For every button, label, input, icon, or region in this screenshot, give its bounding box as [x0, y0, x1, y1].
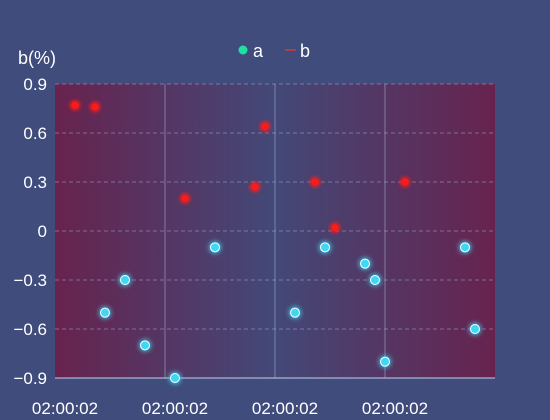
point-a[interactable]	[468, 322, 482, 336]
point-a[interactable]	[98, 306, 112, 320]
point-b[interactable]	[69, 99, 81, 111]
point-b[interactable]	[179, 192, 191, 204]
x-tick-label: 02:00:02	[142, 399, 208, 418]
point-a[interactable]	[378, 355, 392, 369]
y-tick-label: −0.9	[13, 369, 47, 388]
legend-marker-a	[238, 45, 248, 55]
y-tick-label: 0.9	[23, 75, 47, 94]
legend-label-a[interactable]: a	[253, 41, 264, 61]
y-tick-label: −0.6	[13, 320, 47, 339]
grid-lines	[55, 83, 495, 378]
point-b[interactable]	[399, 176, 411, 188]
y-tick-label: 0	[38, 222, 47, 241]
point-a[interactable]	[138, 338, 152, 352]
legend[interactable]: a b	[238, 41, 311, 61]
point-b[interactable]	[249, 181, 261, 193]
y-axis-label: b(%)	[18, 48, 56, 68]
point-a[interactable]	[368, 273, 382, 287]
point-a[interactable]	[318, 240, 332, 254]
y-tick-label: −0.3	[13, 271, 47, 290]
point-b[interactable]	[259, 120, 271, 132]
point-a[interactable]	[168, 371, 182, 385]
x-axis: 02:00:02 02:00:02 02:00:02 02:00:02	[32, 377, 495, 418]
y-tick-label: 0.3	[23, 173, 47, 192]
legend-label-b[interactable]: b	[300, 41, 310, 61]
x-tick-label: 02:00:02	[252, 399, 318, 418]
point-b[interactable]	[329, 222, 341, 234]
y-tick-label: 0.6	[23, 124, 47, 143]
point-a[interactable]	[118, 273, 132, 287]
data-points	[69, 99, 482, 385]
point-b[interactable]	[89, 101, 101, 113]
y-axis: 0.9 0.6 0.3 0 −0.3 −0.6 −0.9	[13, 75, 47, 388]
point-a[interactable]	[458, 240, 472, 254]
point-b[interactable]	[309, 176, 321, 188]
x-tick-label: 02:00:02	[32, 399, 98, 418]
point-a[interactable]	[288, 306, 302, 320]
point-a[interactable]	[208, 240, 222, 254]
point-a[interactable]	[358, 257, 372, 271]
x-tick-label: 02:00:02	[362, 399, 428, 418]
